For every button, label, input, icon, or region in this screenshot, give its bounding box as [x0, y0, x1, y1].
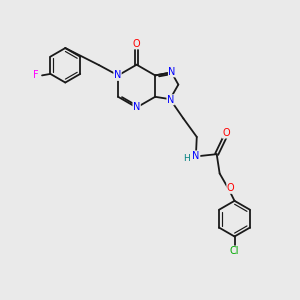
- Text: O: O: [227, 183, 235, 193]
- Text: Cl: Cl: [230, 246, 239, 256]
- Text: N: N: [168, 67, 176, 77]
- Text: O: O: [222, 128, 230, 138]
- Text: F: F: [33, 70, 39, 80]
- Text: N: N: [114, 70, 121, 80]
- Text: N: N: [167, 95, 174, 105]
- Text: H: H: [184, 154, 190, 163]
- Text: O: O: [133, 39, 140, 49]
- Text: N: N: [193, 151, 200, 161]
- Text: N: N: [133, 103, 140, 112]
